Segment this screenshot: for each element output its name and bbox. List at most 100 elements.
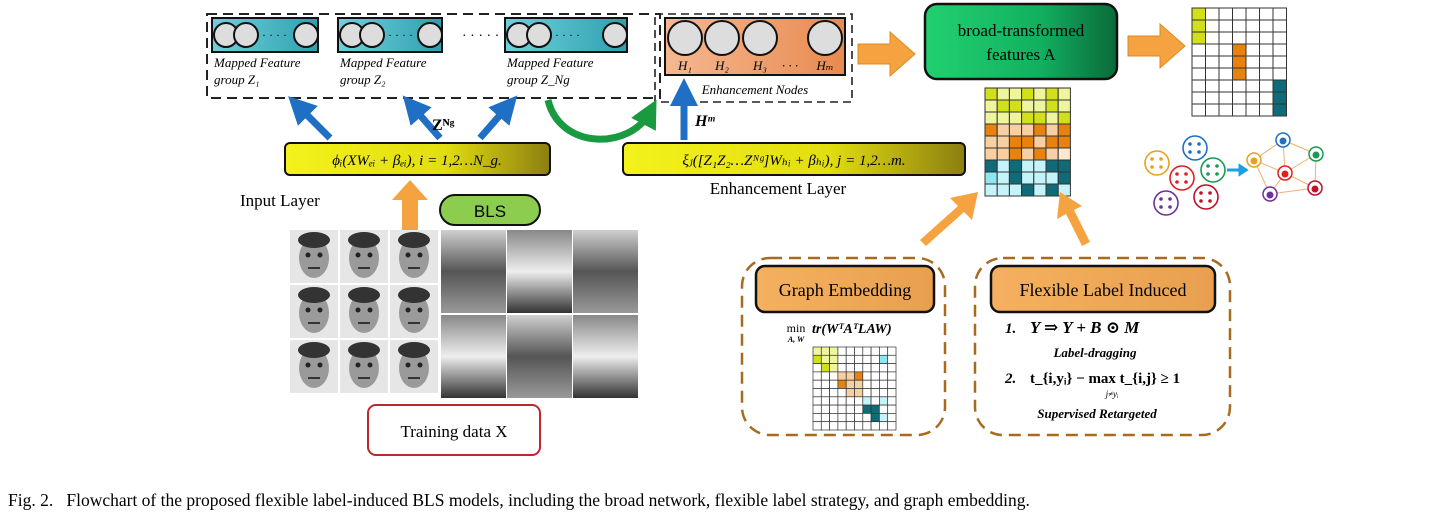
supervised-retargeted-caption: Supervised Retargeted — [1037, 406, 1157, 421]
matrix-cell — [1021, 183, 1035, 197]
enhancement-node-label: · · · — [782, 58, 798, 73]
matrix-cell — [829, 346, 839, 356]
matrix-cell — [829, 371, 839, 381]
flexible-label-title: Flexible Label Induced — [1020, 280, 1187, 300]
matrix-cell — [829, 396, 839, 406]
inner-dots: · · · · — [555, 28, 580, 42]
inner-dots: · · · · — [388, 28, 413, 42]
matrix-cell — [1272, 43, 1287, 57]
matrix-cell — [1245, 31, 1260, 45]
matrix-cell — [1008, 171, 1023, 185]
matrix-cell — [837, 354, 847, 364]
matrix-cell — [845, 388, 855, 398]
matrix-cell — [1259, 79, 1274, 93]
matrix-cell — [1232, 67, 1247, 81]
h-m-label: Hᵐ — [694, 113, 715, 130]
enhancement-node-circle — [667, 20, 703, 56]
matrix-cell — [1272, 31, 1287, 45]
matrix-cell — [1021, 135, 1035, 149]
matrix-cell — [1232, 91, 1247, 105]
matrix-cell — [845, 371, 855, 381]
matrix-cell — [1008, 159, 1023, 173]
curved-green-arrow — [544, 98, 657, 143]
bls-badge — [439, 194, 541, 226]
scene-images — [441, 230, 638, 398]
node-circle — [417, 22, 443, 48]
matrix-cell — [1021, 171, 1035, 185]
matrix-cell — [1008, 135, 1023, 149]
matrix-cell — [1008, 183, 1023, 197]
input-formula: ϕᵢ(XWₑᵢ + βₑᵢ), i = 1,2…N_g. — [332, 153, 502, 169]
matrix-cell — [837, 363, 847, 373]
matrix-cell — [837, 388, 847, 398]
matrix-cell — [1021, 159, 1035, 173]
matrix-cell — [996, 135, 1010, 149]
matrix-cell — [1272, 55, 1287, 69]
matrix-cell — [1191, 19, 1206, 33]
matrix-cell — [1259, 7, 1274, 21]
matrix-cell — [1259, 31, 1274, 45]
matrix-cell — [862, 379, 872, 389]
matrix-cell — [1272, 103, 1287, 117]
matrix-cell — [1057, 99, 1071, 113]
matrix-cell — [862, 371, 872, 381]
matrix-cell — [1245, 67, 1260, 81]
matrix-cell — [854, 379, 864, 389]
matrix-cell — [812, 413, 822, 423]
matrix-cell — [879, 371, 889, 381]
mapped-group-sublabel: group Z₁ — [214, 72, 260, 87]
to-broad-arrow — [857, 30, 916, 78]
training-data-box — [367, 404, 541, 456]
scene-photo-icon — [441, 315, 506, 398]
matrix-cell — [1021, 147, 1035, 161]
matrix-cell — [1245, 7, 1260, 21]
face-photo-icon — [390, 285, 438, 338]
matrix-cell — [1232, 19, 1247, 33]
matrix-cell — [984, 111, 998, 125]
matrix-cell — [1259, 43, 1274, 57]
face-photo-icon — [340, 340, 388, 393]
matrix-cell — [845, 404, 855, 414]
matrix-cell — [879, 413, 889, 423]
matrix-cell — [870, 421, 880, 431]
matrix-cell — [1259, 67, 1274, 81]
matrix-cell — [1218, 67, 1233, 81]
graph-embedding-panel — [740, 256, 947, 437]
matrix-cell — [1259, 55, 1274, 69]
matrix-cell — [1232, 43, 1247, 57]
matrix-cell — [879, 379, 889, 389]
matrix-cell — [1057, 159, 1071, 173]
matrix-cell — [820, 379, 830, 389]
matrix-cell — [829, 413, 839, 423]
matrix-cell — [1232, 103, 1247, 117]
matrix-cell — [1045, 87, 1059, 101]
matrix-cell — [820, 371, 830, 381]
matrix-cell — [820, 421, 830, 431]
matrix-cell — [1205, 31, 1220, 45]
node-circle — [233, 22, 259, 48]
face-photo-icon — [290, 285, 338, 338]
matrix-cell — [996, 183, 1010, 197]
face-photo-icon — [290, 230, 338, 283]
matrix-cell — [1021, 111, 1035, 125]
matrix-cell — [870, 379, 880, 389]
matrix-cell — [1033, 135, 1047, 149]
matrix-cell — [862, 404, 872, 414]
matrix-cell — [829, 404, 839, 414]
matrix-cell — [887, 396, 897, 406]
matrix-cell — [854, 396, 864, 406]
matrix-cell — [837, 413, 847, 423]
matrix-cell — [845, 346, 855, 356]
matrix-cell — [870, 388, 880, 398]
matrix-cell — [984, 183, 998, 197]
matrix-cell — [984, 123, 998, 137]
matrix-cell — [1245, 91, 1260, 105]
matrix-cell — [1191, 43, 1206, 57]
matrix-cell — [887, 346, 897, 356]
matrix-cell — [887, 371, 897, 381]
enhancement-node-label: H₂ — [714, 58, 729, 73]
matrix-cell — [1057, 135, 1071, 149]
matrix-cell — [1218, 79, 1233, 93]
mapped-feature-group: · · · · Mapped Feature group Z_Ng — [504, 17, 628, 87]
matrix-cell — [879, 363, 889, 373]
